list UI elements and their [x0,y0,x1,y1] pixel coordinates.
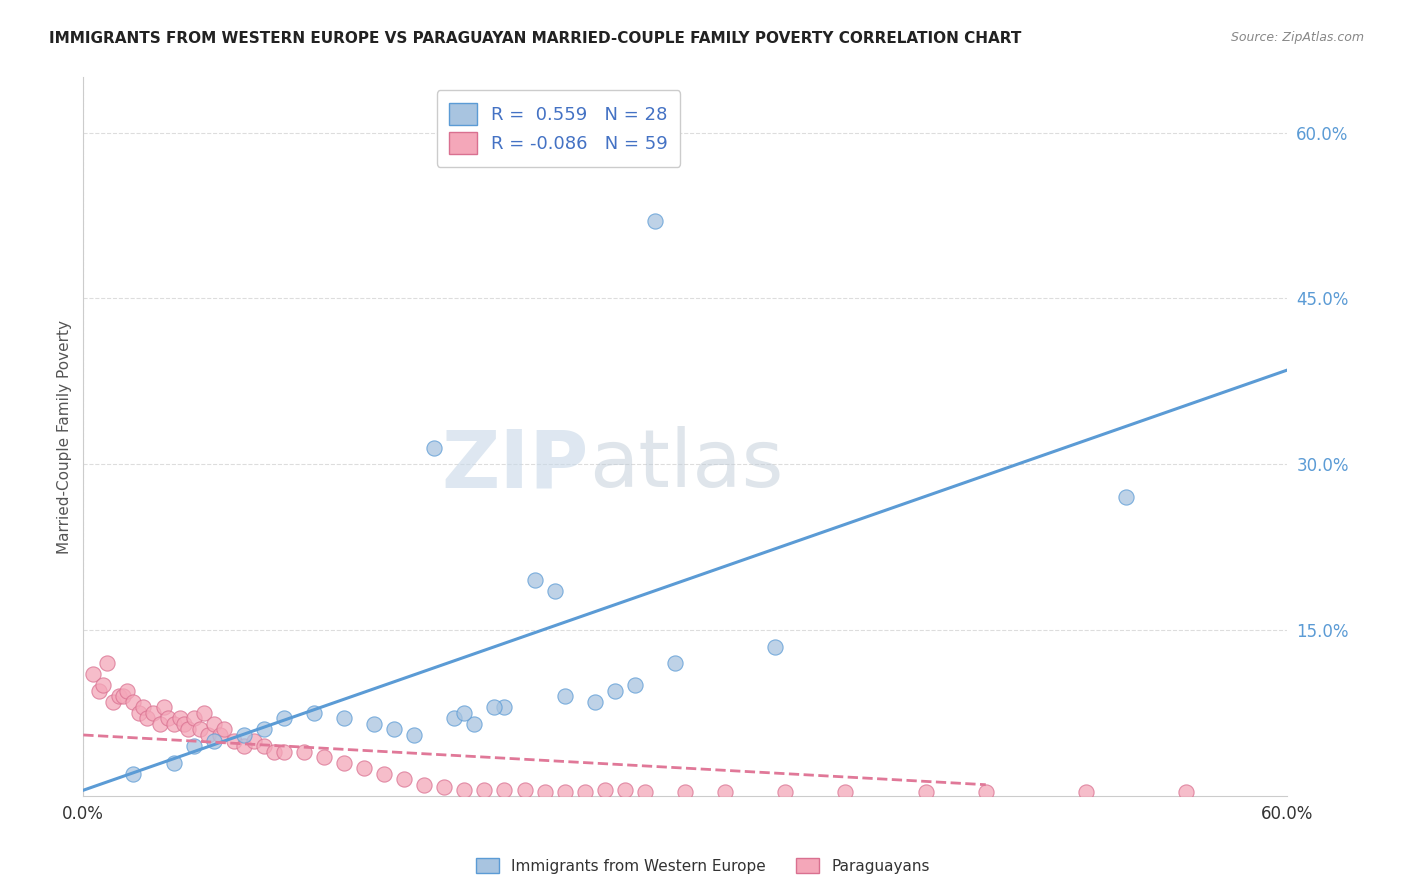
Point [494,700,516,714]
Point [152,700,174,714]
Point [156,711,179,725]
Point [242,733,264,747]
Point [162,756,184,770]
Point [183,739,205,753]
Point [188,723,211,737]
Point [96,656,118,670]
Point [89,683,111,698]
Point [583,695,606,709]
Point [664,656,686,670]
Point [232,728,254,742]
Point [613,783,636,797]
Point [132,700,155,714]
Point [353,761,375,775]
Point [554,690,576,704]
Point [714,785,737,799]
Point [222,733,245,747]
Point [634,785,657,799]
Legend: R =  0.559   N = 28, R = -0.086   N = 59: R = 0.559 N = 28, R = -0.086 N = 59 [437,90,681,167]
Point [232,739,254,753]
Point [623,678,645,692]
Point [202,733,225,747]
Point [413,778,436,792]
Point [273,745,295,759]
Point [484,700,506,714]
Point [1074,785,1097,799]
Point [169,711,191,725]
Point [1175,785,1198,799]
Point [173,717,195,731]
Point [312,750,335,764]
Point [404,728,426,742]
Point [523,574,546,588]
Point [543,584,565,599]
Point [302,706,325,720]
Point [1115,491,1137,505]
Point [554,785,576,799]
Point [263,745,285,759]
Point [292,745,315,759]
Point [208,728,231,742]
Point [463,717,485,731]
Point [644,214,666,228]
Point [183,711,205,725]
Point [333,756,356,770]
Point [193,706,215,720]
Point [136,711,159,725]
Point [513,783,536,797]
Text: IMMIGRANTS FROM WESTERN EUROPE VS PARAGUAYAN MARRIED-COUPLE FAMILY POVERTY CORRE: IMMIGRANTS FROM WESTERN EUROPE VS PARAGU… [49,31,1022,46]
Point [763,640,786,654]
Point [834,785,856,799]
Point [593,783,616,797]
Point [474,783,496,797]
Text: ZIP: ZIP [441,426,589,504]
Point [392,772,415,787]
Point [202,717,225,731]
Point [108,690,131,704]
Point [212,723,235,737]
Y-axis label: Married-Couple Family Poverty: Married-Couple Family Poverty [58,319,72,554]
Point [142,706,165,720]
Point [494,783,516,797]
Point [112,690,135,704]
Text: Source: ZipAtlas.com: Source: ZipAtlas.com [1230,31,1364,45]
Point [128,706,150,720]
Point [974,785,997,799]
Legend: Immigrants from Western Europe, Paraguayans: Immigrants from Western Europe, Paraguay… [470,852,936,880]
Point [93,678,115,692]
Point [122,695,145,709]
Point [103,695,125,709]
Point [176,723,198,737]
Point [253,723,276,737]
Point [197,728,219,742]
Point [148,717,170,731]
Point [253,739,276,753]
Point [382,723,405,737]
Point [574,785,596,799]
Point [333,711,356,725]
Text: atlas: atlas [589,426,783,504]
Point [773,785,796,799]
Point [122,766,145,780]
Point [162,717,184,731]
Point [273,711,295,725]
Point [433,780,456,794]
Point [373,766,395,780]
Point [673,785,696,799]
Point [363,717,385,731]
Point [443,711,465,725]
Point [533,785,555,799]
Point [453,706,475,720]
Point [82,667,104,681]
Point [914,785,936,799]
Point [117,683,139,698]
Point [423,441,446,455]
Point [453,783,475,797]
Point [603,683,626,698]
